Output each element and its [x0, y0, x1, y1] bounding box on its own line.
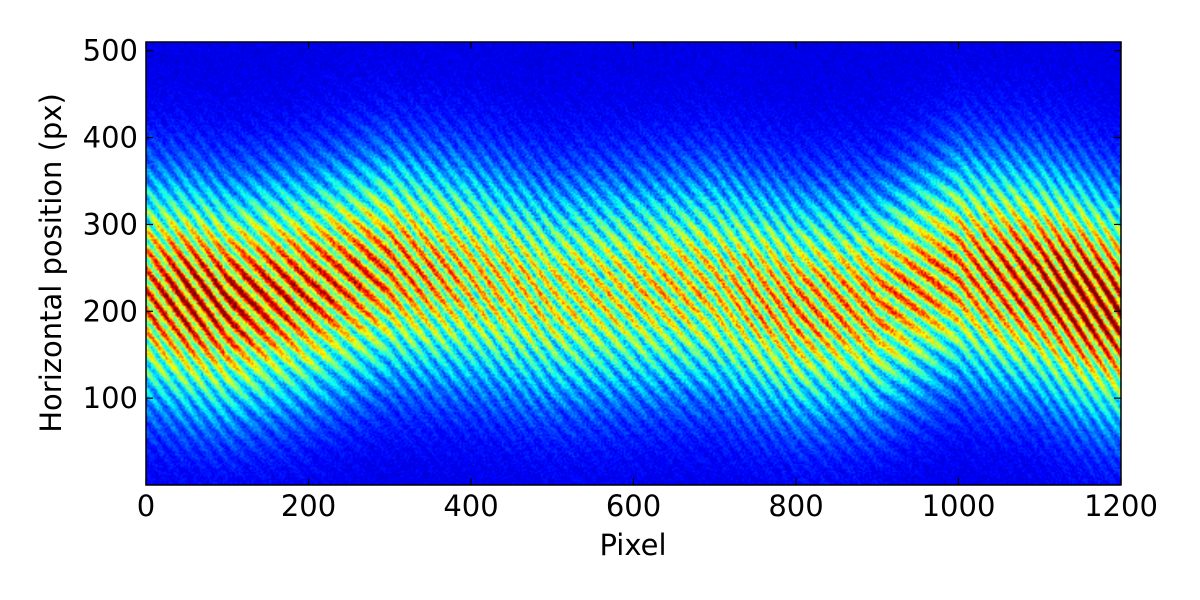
plot-area: [146, 42, 1121, 485]
x-tick-label: 0: [137, 489, 155, 523]
x-tick-label: 200: [281, 489, 336, 523]
x-axis: 0 200 400 600 800 1000 1200: [137, 42, 1158, 523]
heatmap-image: [146, 42, 1121, 485]
x-tick-label: 600: [606, 489, 661, 523]
y-tick-label: 500: [83, 34, 138, 68]
y-tick-label: 100: [83, 381, 138, 415]
y-tick-label: 300: [83, 207, 138, 241]
x-tick-label: 1200: [1084, 489, 1158, 523]
x-axis-label: Pixel: [599, 528, 666, 562]
x-tick-label: 1000: [922, 489, 996, 523]
x-tick-label: 800: [768, 489, 823, 523]
x-tick-label: 400: [443, 489, 498, 523]
y-axis: 100 200 300 400 500: [83, 34, 1121, 415]
y-tick-label: 400: [83, 121, 138, 155]
y-tick-label: 200: [83, 294, 138, 328]
y-axis-label: Horizontal position (px): [34, 93, 68, 433]
